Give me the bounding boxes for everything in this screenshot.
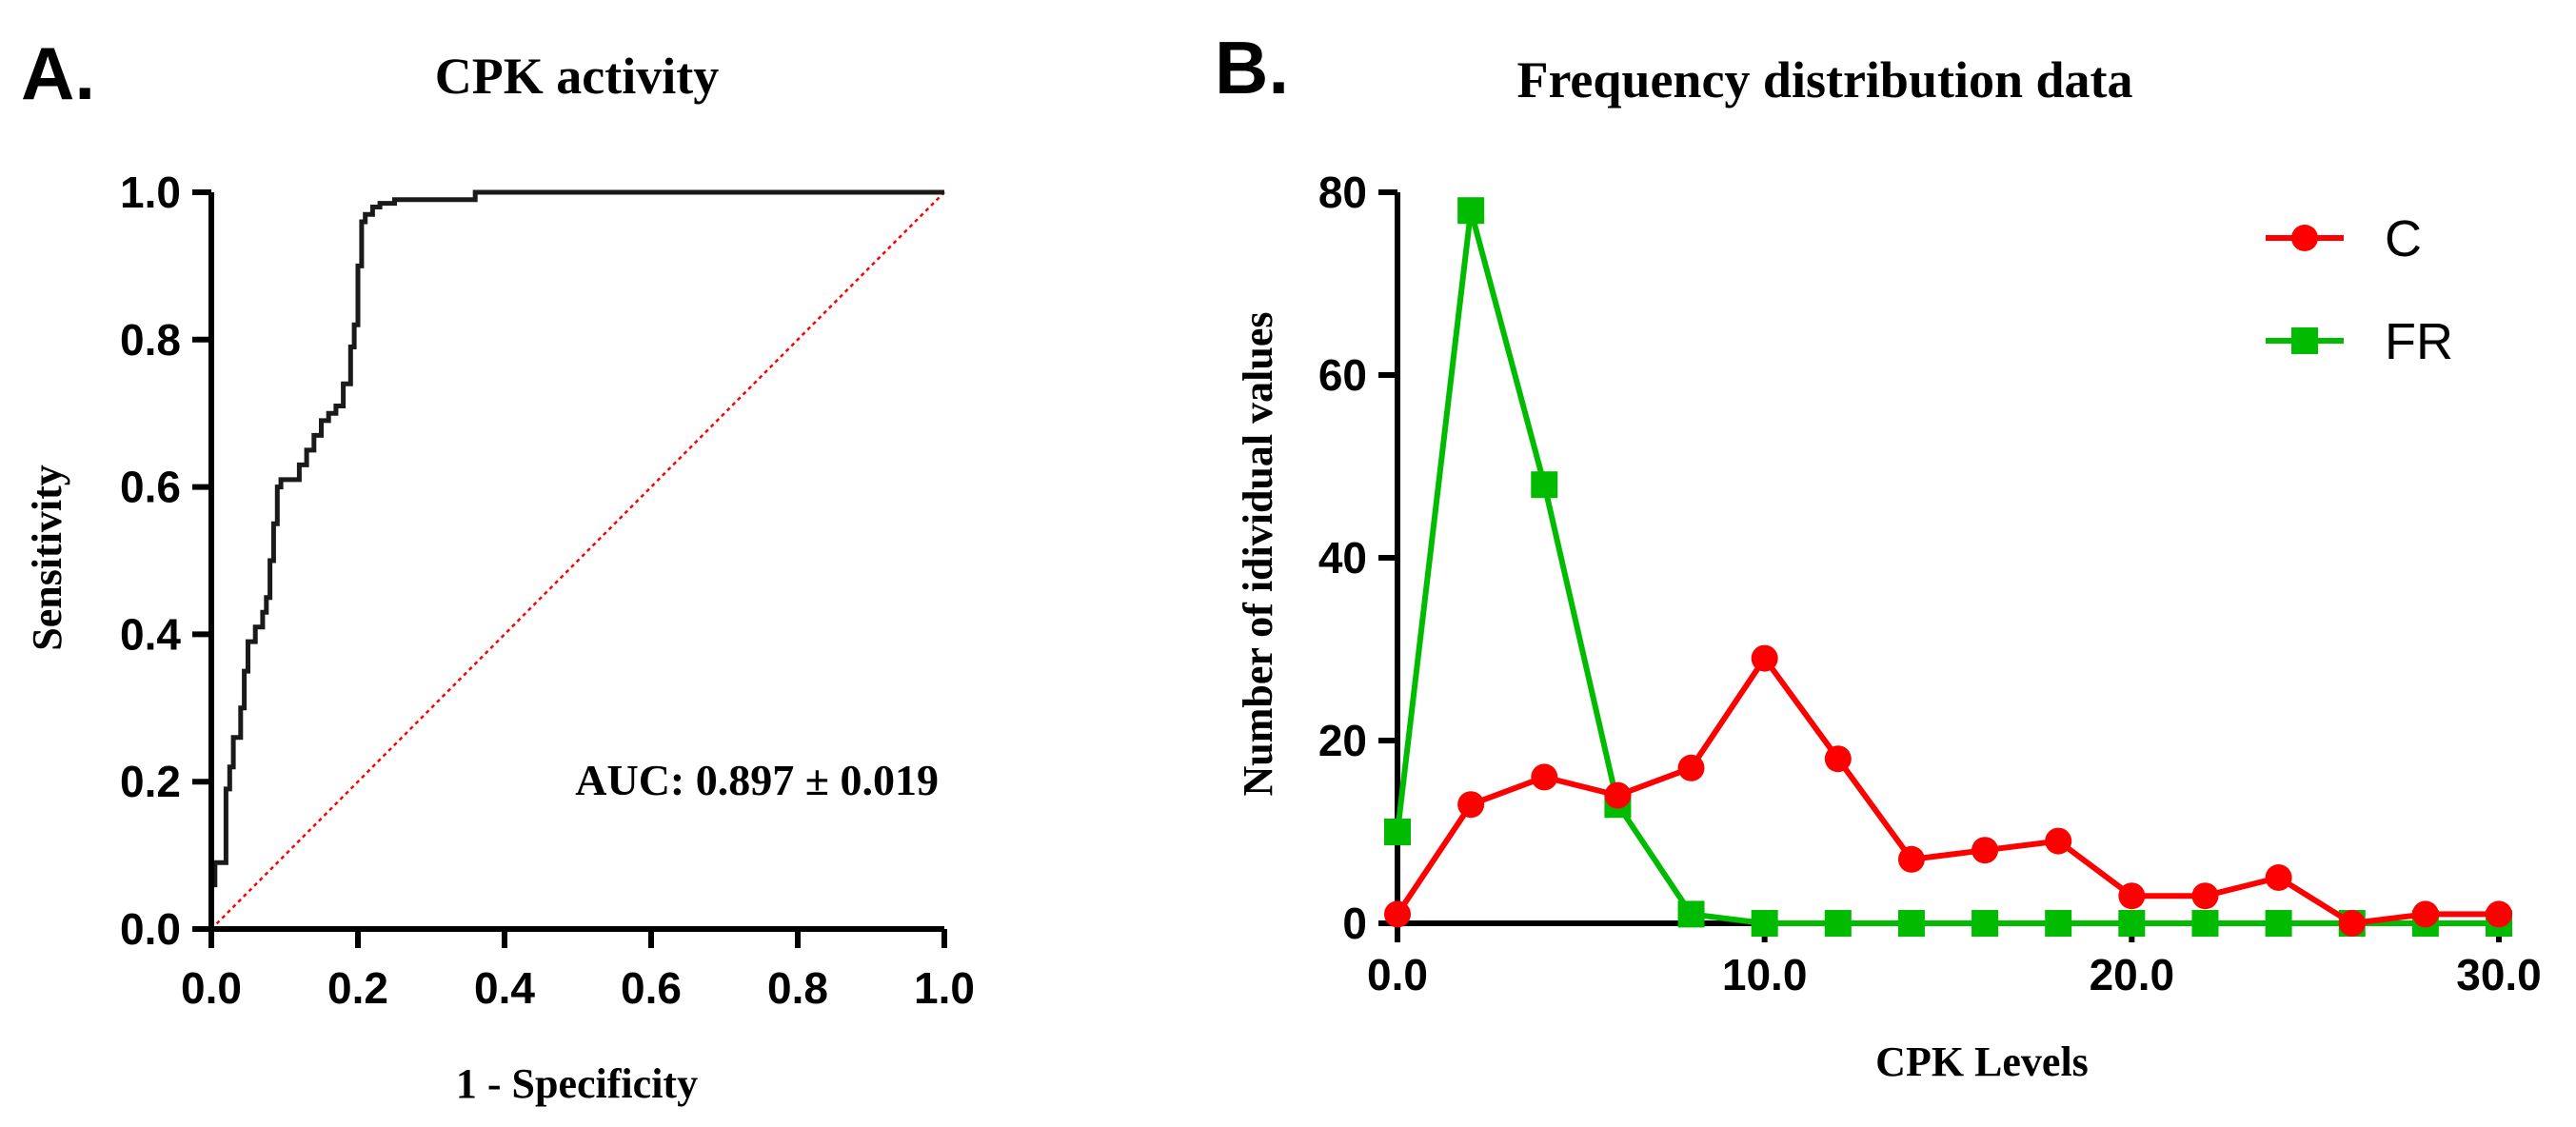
x-tick-label: 0.0 <box>181 963 242 1013</box>
panel-a-x-ticks: 0.0 0.2 0.4 0.6 0.8 1.0 <box>181 929 975 1013</box>
x-tick-label: 0.2 <box>327 963 388 1013</box>
panel-a-reference-line <box>210 191 945 930</box>
legend-marker <box>2291 327 2318 354</box>
panel-b-title: Frequency distribution data <box>1516 51 2132 109</box>
y-tick-label: 40 <box>1318 533 1367 583</box>
panel-a-title: CPK activity <box>435 48 719 105</box>
x-tick-label: 0.4 <box>474 963 535 1013</box>
data-point <box>2265 910 2292 937</box>
panel-b-xlabel: CPK Levels <box>1875 1038 2089 1085</box>
data-point <box>1384 900 1411 928</box>
panel-b-legend: C FR <box>2266 210 2453 370</box>
roc-line <box>208 189 944 929</box>
panel-b-x-ticks: 0.0 10.0 20.0 30.0 <box>1367 923 2542 999</box>
data-point <box>1677 754 1705 781</box>
panel-a-auc-annotation: AUC: 0.897 ± 0.019 <box>575 756 939 804</box>
y-tick-label: 1.0 <box>120 168 181 217</box>
data-point <box>1972 837 1999 864</box>
y-tick-label: 0.2 <box>120 757 181 806</box>
panel-b-y-ticks: 0 20 40 60 80 <box>1318 168 1397 948</box>
y-tick-label: 60 <box>1318 350 1367 400</box>
data-point <box>2191 910 2219 937</box>
data-point <box>1897 910 1925 937</box>
data-point <box>2411 900 2439 928</box>
panel-a-xlabel: 1 - Specificity <box>456 1060 698 1107</box>
panel-a-axes <box>208 192 944 932</box>
series-line <box>1395 208 2499 926</box>
x-tick-label: 0.0 <box>1367 950 1428 999</box>
panel-a-roc-curve <box>208 189 944 929</box>
data-point <box>1604 781 1632 809</box>
data-point <box>2191 882 2219 910</box>
y-tick-label: 0.8 <box>120 315 181 365</box>
data-point <box>1531 471 1558 499</box>
data-point <box>2265 864 2292 891</box>
legend-label: C <box>2385 210 2422 267</box>
data-point <box>2045 910 2072 937</box>
data-point <box>1751 910 1778 937</box>
panel-a-ylabel: Sensitivity <box>24 465 70 651</box>
y-tick-label: 0.6 <box>120 463 181 512</box>
y-tick-label: 0.0 <box>120 904 181 954</box>
series-fr <box>1384 197 2512 937</box>
data-point <box>1972 910 1999 937</box>
x-tick-label: 10.0 <box>1722 950 1808 999</box>
panel-b-letter: B. <box>1215 26 1289 109</box>
legend-label: FR <box>2385 313 2453 370</box>
x-tick-label: 30.0 <box>2456 950 2542 999</box>
x-tick-label: 0.6 <box>621 963 682 1013</box>
panel-a-letter: A. <box>21 31 95 115</box>
data-point <box>2045 827 2072 855</box>
panel-a: A. CPK activity Sensitivity 1 - Specific… <box>21 31 975 1107</box>
panel-a-y-ticks: 0.0 0.2 0.4 0.6 0.8 1.0 <box>120 168 211 954</box>
data-point <box>2338 910 2366 937</box>
legend-item-c: C <box>2266 210 2422 267</box>
data-point <box>1897 845 1925 873</box>
y-tick-label: 80 <box>1318 168 1367 217</box>
x-tick-label: 0.8 <box>767 963 828 1013</box>
data-point <box>1751 644 1778 672</box>
panel-b-ylabel: Number of idividual values <box>1235 312 1281 797</box>
x-tick-label: 1.0 <box>914 963 975 1013</box>
reference-diagonal <box>210 191 945 930</box>
y-tick-label: 20 <box>1318 716 1367 765</box>
data-point <box>1824 745 1852 773</box>
legend-item-fr: FR <box>2266 313 2453 370</box>
data-point <box>1457 197 1485 225</box>
series-line <box>1395 655 2499 926</box>
data-point <box>1457 791 1485 819</box>
data-point <box>1531 763 1558 791</box>
data-point <box>1677 900 1705 928</box>
series-c <box>1384 644 2512 937</box>
panel-b: B. Frequency distribution data Number of… <box>1215 26 2542 1085</box>
data-point <box>2486 900 2512 928</box>
panel-b-series <box>1384 197 2512 937</box>
y-tick-label: 0.4 <box>120 609 181 659</box>
data-point <box>2118 910 2146 937</box>
x-tick-label: 20.0 <box>2090 950 2175 999</box>
data-point <box>1824 910 1852 937</box>
data-point <box>2118 882 2146 910</box>
legend-marker <box>2291 225 2318 251</box>
y-tick-label: 0 <box>1342 899 1367 948</box>
data-point <box>1384 819 1411 845</box>
